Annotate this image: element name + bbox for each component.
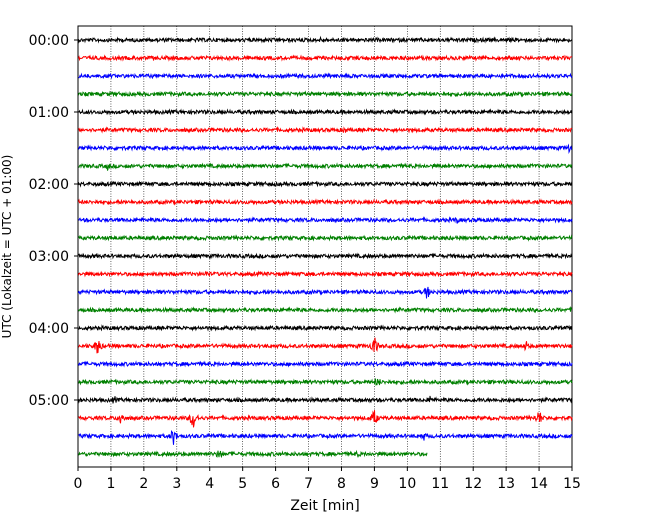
x-tick-label: 0: [74, 476, 83, 492]
trace-0400: [78, 324, 573, 332]
y-tick-label: 04:00: [29, 321, 69, 337]
y-tick-label: 01:00: [29, 105, 69, 121]
grid-lines: [110, 26, 540, 467]
trace-0000: [78, 35, 573, 44]
x-tick-label: 7: [304, 476, 313, 492]
trace-0545: [78, 449, 428, 459]
trace-0215: [78, 198, 573, 206]
trace-0445: [78, 377, 573, 386]
x-tick-label: 3: [172, 476, 181, 492]
x-tick-label: 8: [337, 476, 346, 492]
trace-0030: [78, 72, 573, 80]
trace-0315: [78, 270, 573, 278]
trace-0015: [78, 54, 573, 62]
trace-0245: [78, 234, 573, 242]
trace-0200: [78, 180, 573, 188]
trace-0045: [78, 90, 573, 98]
y-tick-label: 05:00: [29, 393, 69, 409]
x-axis-label: Zeit [min]: [290, 498, 359, 514]
trace-0300: [78, 252, 573, 260]
x-tick-label: 14: [530, 476, 548, 492]
trace-group: [78, 35, 573, 459]
x-tick-label: 10: [398, 476, 416, 492]
x-tick-label: 2: [139, 476, 148, 492]
y-tick-label: 03:00: [29, 249, 69, 265]
plot-frame: [77, 25, 573, 468]
trace-0530: [78, 429, 573, 445]
trace-0430: [78, 360, 573, 368]
trace-0500: [78, 395, 573, 404]
x-tick-label: 5: [238, 476, 247, 492]
trace-0130: [78, 143, 573, 154]
trace-0230: [78, 216, 573, 224]
x-tick-label: 15: [563, 476, 581, 492]
y-axis-ticks: 00:00 01:00 02:00 03:00 04:00 05:00: [29, 33, 78, 409]
y-tick-label: 02:00: [29, 177, 69, 193]
y-tick-label: 00:00: [29, 33, 69, 49]
trace-0145: [78, 162, 573, 171]
trace-0515: [78, 410, 573, 428]
x-tick-label: 11: [431, 476, 449, 492]
trace-0100: [78, 108, 573, 116]
x-tick-label: 9: [370, 476, 379, 492]
trace-0115: [78, 126, 573, 134]
trace-0345: [78, 306, 573, 314]
x-tick-label: 4: [205, 476, 214, 492]
y-axis-label: UTC (Lokalzeit = UTC + 01:00): [0, 155, 14, 339]
x-axis-ticks: 0 1 2 3 4 5 6 7 8 9 10 11 12 13 14 15: [74, 467, 581, 492]
trace-0330: [78, 286, 573, 299]
x-tick-label: 6: [271, 476, 280, 492]
x-tick-label: 12: [464, 476, 482, 492]
trace-0415: [78, 337, 573, 354]
x-tick-label: 1: [106, 476, 115, 492]
x-tick-label: 13: [497, 476, 515, 492]
